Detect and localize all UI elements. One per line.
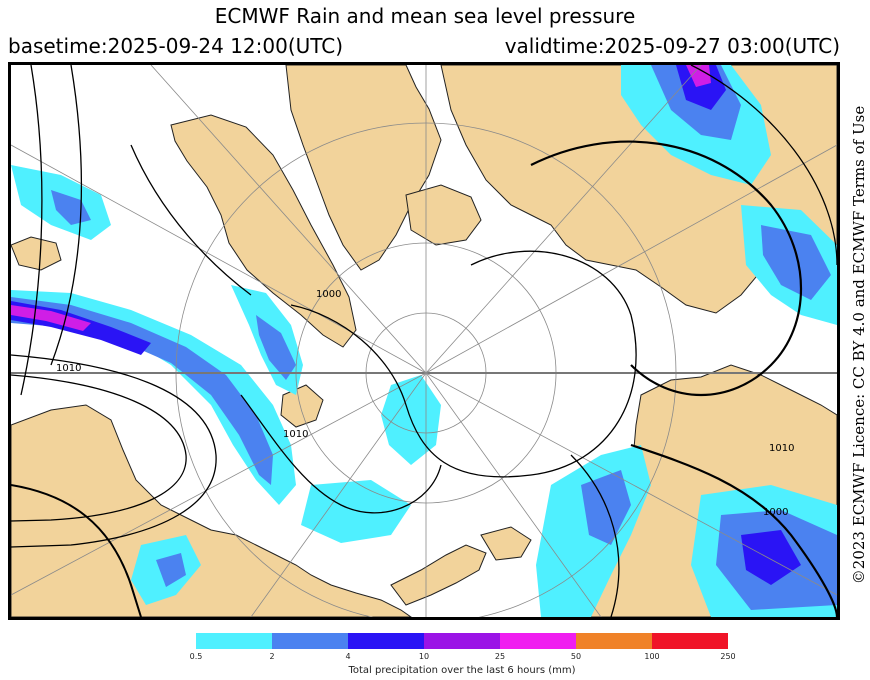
basetime-label: basetime:2025-09-24 12:00(UTC): [8, 34, 344, 58]
colorbar-segment: [500, 633, 576, 649]
land-greenland: [170, 114, 357, 348]
rain-bottom-left-mod: [156, 553, 186, 587]
license-text: ©2023 ECMWF Licence: CC BY 4.0 and ECMWF…: [850, 105, 868, 585]
graticule: [11, 65, 837, 617]
map-panel: 1000 1010 1010 1010 1000: [8, 62, 840, 620]
colorbar-tick: 50: [570, 652, 582, 661]
precipitation-colorbar: [196, 633, 728, 649]
colorbar-segment: [424, 633, 500, 649]
license-notice: ©2023 ECMWF Licence: CC BY 4.0 and ECMWF…: [849, 80, 869, 610]
land-iceland: [11, 236, 62, 271]
colorbar-segment: [272, 633, 348, 649]
isobar-label: 1010: [769, 443, 794, 454]
land-canadian-archipelago: [285, 65, 442, 271]
colorbar-tick: 250: [720, 652, 736, 661]
colorbar-tick: 2: [269, 652, 275, 661]
rain-top-right-heavy: [676, 65, 726, 110]
rain-band-west-very-heavy: [11, 305, 91, 331]
colorbar-segment: [576, 633, 652, 649]
rain-bottom-right-2-heavy: [741, 530, 801, 585]
isobar-labels: 1000 1010 1010 1010 1000: [56, 289, 794, 518]
map-title: ECMWF Rain and mean sea level pressure: [214, 4, 636, 28]
colorbar-tick: 4: [345, 652, 351, 661]
colorbar-tick: 10: [418, 652, 430, 661]
validtime-label: validtime:2025-09-27 03:00(UTC): [504, 34, 840, 58]
isobar-label: 1010: [283, 429, 308, 440]
rain-top-right-extreme: [686, 65, 711, 87]
rain-greenland-east-mod: [256, 315, 296, 380]
colorbar-ticks: 0.5 2 4 10 25 50 100 250: [190, 652, 736, 664]
colorbar-tick: 0.5: [189, 652, 203, 661]
colorbar-label: Total precipitation over the last 6 hour…: [348, 665, 576, 676]
colorbar-segment: [652, 633, 728, 649]
land-novaya-zemlya: [390, 544, 487, 606]
colorbar-tick: 25: [494, 652, 506, 661]
rain-right-mod: [761, 225, 831, 300]
colorbar-tick: 100: [644, 652, 660, 661]
land-svalbard: [280, 384, 324, 428]
isobar-label: 1000: [763, 507, 788, 518]
isobar-label: 1010: [56, 363, 81, 374]
isobar-label: 1000: [316, 289, 341, 300]
colorbar-segment: [196, 633, 272, 649]
colorbar-segment: [348, 633, 424, 649]
land-scandinavia: [11, 404, 412, 617]
land-severnaya: [480, 526, 532, 561]
polar-map: 1000 1010 1010 1010 1000: [11, 65, 837, 617]
isobars: [11, 65, 837, 617]
land-ellesmere: [405, 184, 482, 246]
